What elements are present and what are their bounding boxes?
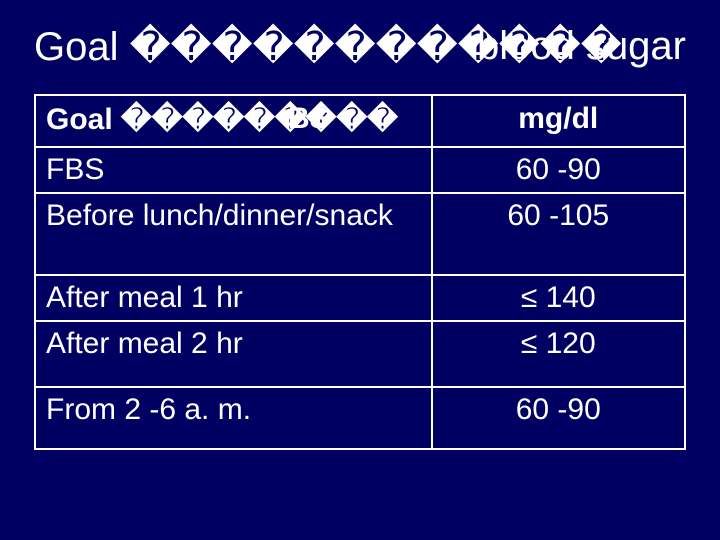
header-goal-cell: Goal ��������� BS <box>35 95 432 147</box>
row-value: 60 -105 <box>432 193 686 275</box>
row-label: After meal 2 hr <box>35 321 432 387</box>
table-row: Before lunch/dinner/snack 60 -105 <box>35 193 685 275</box>
row-value: ≤ 140 <box>432 275 686 321</box>
header-mgdl-cell: mg/dl <box>432 95 686 147</box>
table-header-row: Goal ��������� BS mg/dl <box>35 95 685 147</box>
table-row: FBS 60 -90 <box>35 147 685 193</box>
row-label: After meal 1 hr <box>35 275 432 321</box>
row-value: 60 -90 <box>432 147 686 193</box>
slide: Goal ������������ blood sugar Goal �����… <box>0 0 720 540</box>
row-label: Before lunch/dinner/snack <box>35 193 432 275</box>
row-label: From 2 -6 a. m. <box>35 387 432 449</box>
slide-title: Goal ������������ blood sugar <box>34 24 686 80</box>
row-value: ≤ 120 <box>432 321 686 387</box>
header-goal-overlay-bs: BS <box>288 102 330 136</box>
table-row: From 2 -6 a. m. 60 -90 <box>35 387 685 449</box>
row-label: FBS <box>35 147 432 193</box>
blood-sugar-goals-table: Goal ��������� BS mg/dl FBS 60 -90 Befor… <box>34 94 686 450</box>
row-value: 60 -90 <box>432 387 686 449</box>
header-goal-base-text: Goal ��������� <box>46 103 398 136</box>
table-row: After meal 2 hr ≤ 120 <box>35 321 685 387</box>
title-right-text: blood sugar <box>477 24 686 69</box>
table-row: After meal 1 hr ≤ 140 <box>35 275 685 321</box>
